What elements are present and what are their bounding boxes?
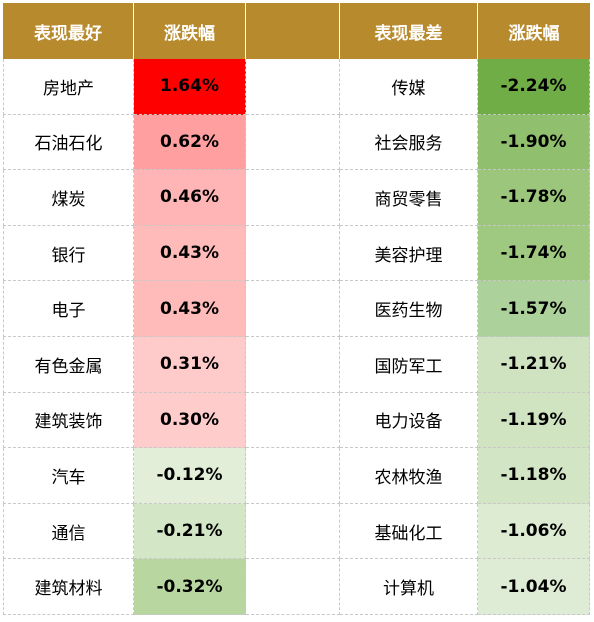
industry-performance-table: 表现最好 涨跌幅 表现最差 涨跌幅 房地产 1.64% 传媒 -2.24% 石油石化 0.… xyxy=(3,3,590,615)
row-gap xyxy=(246,281,340,337)
header-best-label: 表现最好 xyxy=(3,3,134,59)
row-gap xyxy=(246,170,340,226)
row-gap xyxy=(246,225,340,282)
worst-industry-name: 国防军工 xyxy=(340,336,478,393)
best-industry-change: -0.12% xyxy=(134,448,246,504)
row-gap xyxy=(246,503,340,560)
best-industry-change: -0.32% xyxy=(134,559,246,615)
worst-industry-change: -1.57% xyxy=(478,281,590,337)
worst-industry-change: -1.90% xyxy=(478,114,590,171)
best-industry-change: 0.43% xyxy=(134,225,246,282)
worst-industry-change: -1.04% xyxy=(478,559,590,615)
worst-industry-change: -1.19% xyxy=(478,392,590,449)
best-industry-name: 银行 xyxy=(3,225,134,282)
worst-industry-change: -2.24% xyxy=(478,59,590,115)
worst-industry-change: -1.74% xyxy=(478,225,590,282)
best-industry-name: 建筑材料 xyxy=(3,559,134,615)
worst-industry-change: -1.18% xyxy=(478,448,590,504)
best-industry-name: 建筑装饰 xyxy=(3,392,134,449)
best-industry-change: 0.46% xyxy=(134,170,246,226)
row-gap xyxy=(246,336,340,393)
best-industry-name: 房地产 xyxy=(3,59,134,115)
worst-industry-name: 基础化工 xyxy=(340,503,478,560)
best-industry-name: 有色金属 xyxy=(3,336,134,393)
worst-industry-name: 美容护理 xyxy=(340,225,478,282)
row-gap xyxy=(246,448,340,504)
best-industry-change: 0.43% xyxy=(134,281,246,337)
header-worst-label: 表现最差 xyxy=(340,3,478,59)
worst-industry-name: 传媒 xyxy=(340,59,478,115)
worst-industry-name: 电力设备 xyxy=(340,392,478,449)
worst-industry-change: -1.78% xyxy=(478,170,590,226)
row-gap xyxy=(246,559,340,615)
row-gap xyxy=(246,59,340,115)
header-gap xyxy=(246,3,340,59)
best-industry-change: 0.62% xyxy=(134,114,246,171)
row-gap xyxy=(246,392,340,449)
best-industry-name: 汽车 xyxy=(3,448,134,504)
best-industry-name: 电子 xyxy=(3,281,134,337)
worst-industry-change: -1.06% xyxy=(478,503,590,560)
best-industry-change: -0.21% xyxy=(134,503,246,560)
worst-industry-name: 农林牧渔 xyxy=(340,448,478,504)
worst-industry-change: -1.21% xyxy=(478,336,590,393)
best-industry-name: 通信 xyxy=(3,503,134,560)
best-industry-name: 石油石化 xyxy=(3,114,134,171)
header-worst-change: 涨跌幅 xyxy=(478,3,590,59)
worst-industry-name: 社会服务 xyxy=(340,114,478,171)
best-industry-name: 煤炭 xyxy=(3,170,134,226)
header-best-change: 涨跌幅 xyxy=(134,3,246,59)
best-industry-change: 0.31% xyxy=(134,336,246,393)
best-industry-change: 1.64% xyxy=(134,59,246,115)
worst-industry-name: 医药生物 xyxy=(340,281,478,337)
worst-industry-name: 商贸零售 xyxy=(340,170,478,226)
best-industry-change: 0.30% xyxy=(134,392,246,449)
row-gap xyxy=(246,114,340,171)
worst-industry-name: 计算机 xyxy=(340,559,478,615)
